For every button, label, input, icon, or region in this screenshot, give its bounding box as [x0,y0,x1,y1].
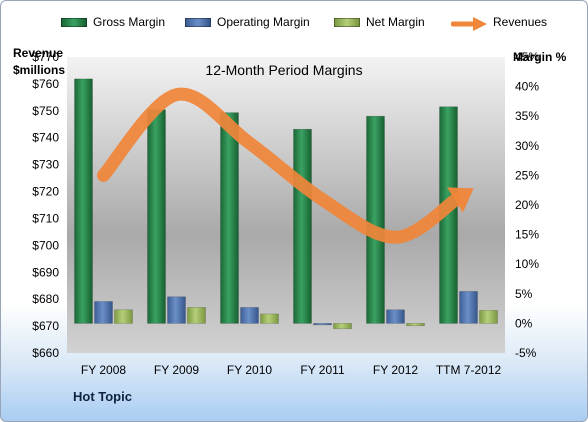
left-tick-label: $760 [32,77,59,91]
left-tick-label: $730 [32,158,59,172]
category-tick-label: FY 2012 [373,363,418,377]
left-tick-label: $680 [32,292,59,306]
legend-revenues-arrow-icon [451,17,487,31]
revenue-arrowhead [446,187,474,213]
legend-gross-margin: Gross Margin [93,15,166,29]
right-tick-label: 0% [515,316,533,330]
bar-gross-margin [293,128,312,324]
legend-net-margin: Net Margin [366,15,425,29]
left-axis: $660 $670 $680 $690 $700 $710 $720 $730 $740 $750… [32,50,59,360]
right-tick-label: 5% [515,287,533,301]
bar-net-margin [406,323,425,327]
legend-swatch-gross-margin [61,18,87,27]
left-tick-label: $770 [32,50,59,64]
revenue-line-layer [97,87,474,244]
right-tick-label: 40% [515,80,539,94]
category-tick-label: FY 2010 [227,363,272,377]
left-tick-label: $660 [32,346,59,360]
right-tick-label: -5% [515,346,537,360]
bar-operating-margin [459,291,478,324]
revenue-line [97,87,464,244]
right-tick-label: 25% [515,168,539,182]
right-tick-label: 15% [515,228,539,242]
category-tick-label: FY 2011 [300,363,345,377]
right-tick-label: 20% [515,198,539,212]
right-tick-label: 30% [515,139,539,153]
left-tick-label: $710 [32,211,59,225]
left-axis-title-line2: $millions [13,63,66,77]
left-tick-label: $720 [32,185,59,199]
bar-gross-margin [147,109,166,324]
right-axis-title: Margin % [513,50,567,64]
chart-title: 12-Month Period Margins [205,62,362,78]
bar-operating-margin [94,301,113,324]
plot-area [67,57,505,353]
legend-swatch-operating-margin [185,18,211,27]
bar-operating-margin [167,296,186,324]
bar-operating-margin [386,309,405,324]
left-tick-label: $690 [32,265,59,279]
right-tick-label: 35% [515,109,539,123]
left-tick-label: $670 [32,319,59,333]
bar-operating-margin [240,307,259,324]
bar-gross-margin [74,78,93,324]
company-name: Hot Topic [73,389,132,404]
category-axis: FY 2008 FY 2009 FY 2010 FY 2011 FY 2012 TTM 7… [81,363,502,377]
left-tick-label: $750 [32,104,59,118]
left-tick-label: $700 [32,238,59,252]
bar-net-margin [479,310,498,324]
bar-gross-margin [366,115,385,324]
bar-net-margin [333,323,352,330]
bar-net-margin [260,313,279,324]
bar-net-margin [187,307,206,324]
category-tick-label: TTM 7-2012 [436,363,502,377]
bar-operating-margin [313,323,332,326]
legend-operating-margin: Operating Margin [217,15,310,29]
bar-gross-margin [220,112,239,324]
left-axis-title-line1: Revenue [13,46,64,60]
right-tick-label: 10% [515,257,539,271]
legend-swatch-net-margin [334,18,360,27]
right-tick-label: 45% [515,50,539,64]
right-axis: -5% 0% 5% 10% 15% 20% 25% 30% 35% 40% 45% [515,50,539,360]
category-tick-label: FY 2009 [154,363,199,377]
left-axis-title: Revenue $millions [13,45,65,79]
left-tick-label: $740 [32,131,59,145]
category-tick-label: FY 2008 [81,363,126,377]
bar-net-margin [114,309,133,324]
legend-revenues: Revenues [493,15,548,29]
